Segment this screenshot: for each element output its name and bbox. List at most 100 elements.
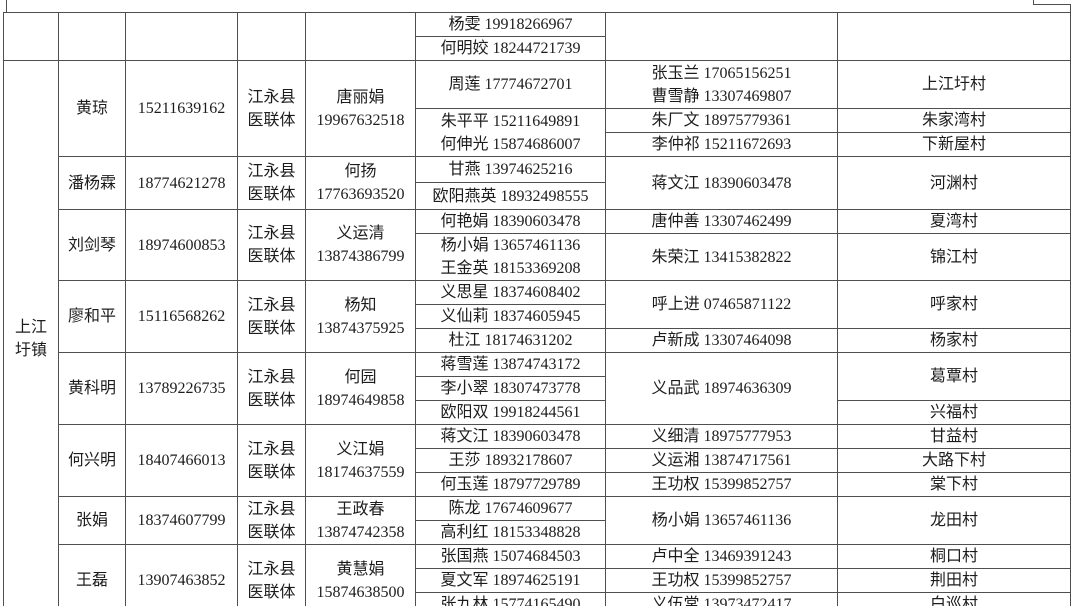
contact2-cell: 义品武 18974636309 [605, 352, 838, 425]
assistant-phone: 19967632518 [316, 111, 405, 129]
empty-phone-cell [125, 12, 238, 61]
village-cell: 上江圩村 [837, 60, 1071, 109]
table-row: 张九林 15774165490 义伍常 13973472417 白巡村 [4, 592, 1071, 606]
contact1-cell: 蒋雪莲 13874743172 [415, 352, 606, 377]
contact-table: 杨雯 19918266967 何明姣 18244721739 上江 圩镇 黄琼 … [3, 12, 1071, 606]
contact2-cell: 呼上进 07465871122 [605, 280, 838, 329]
contact-line: 何伸光 15874686007 [440, 135, 581, 153]
town-name-line: 上江 [14, 318, 47, 336]
org-line: 江永县 [247, 296, 296, 314]
org-cell: 江永县 医联体 [237, 352, 306, 425]
contact2-cell: 义伍常 13973472417 [605, 592, 838, 606]
assistant-cell: 黄慧娟 15874638500 [305, 544, 416, 606]
contact1-cell: 何明姣 18244721739 [415, 36, 606, 61]
org-cell: 江永县 医联体 [237, 544, 306, 606]
contact1-cell: 义仙莉 18374605945 [415, 304, 606, 329]
contact2-cell: 蒋文江 18390603478 [605, 156, 838, 210]
doctor-name-cell: 廖和平 [58, 280, 126, 353]
town-name-line: 圩镇 [14, 341, 47, 359]
contact-line: 曹雪静 13307469807 [651, 87, 792, 105]
prev-row-border-remnant-left [6, 0, 7, 12]
doctor-phone-cell: 18374607799 [125, 496, 238, 545]
contact2-cell: 张玉兰 17065156251 曹雪静 13307469807 [605, 60, 838, 109]
org-line: 江永县 [247, 560, 296, 578]
contact1-cell: 杨雯 19918266967 [415, 12, 606, 37]
assistant-name: 唐丽娟 [336, 88, 385, 106]
org-line: 江永县 [247, 88, 296, 106]
assistant-phone: 13874375925 [316, 319, 405, 337]
org-line: 医联体 [247, 248, 296, 265]
contact2-cell: 卢新成 13307464098 [605, 328, 838, 353]
assistant-name: 何园 [344, 368, 377, 386]
table-row: 廖和平 15116568262 江永县 医联体 杨知 13874375925 义… [4, 280, 1071, 353]
contact1-cell: 蒋文江 18390603478 [415, 424, 606, 449]
assistant-phone: 13874742358 [316, 523, 405, 541]
org-line: 江永县 [247, 500, 296, 518]
contact1-cell: 杜江 18174631202 [415, 328, 606, 353]
contact1-cell: 高利红 18153348828 [415, 520, 606, 545]
contact2-cell: 唐仲善 13307462499 [605, 209, 838, 234]
assistant-cell: 唐丽娟 19967632518 [305, 60, 416, 157]
contact1-cell: 欧阳双 19918244561 [415, 400, 606, 425]
village-cell: 龙田村 [837, 496, 1071, 545]
empty-village-cell [837, 12, 1071, 61]
table-row: 潘杨霖 18774621278 江永县 医联体 何扬 17763693520 甘… [4, 156, 1071, 210]
contact2-cell: 朱荣江 13415382822 [605, 233, 838, 281]
village-cell: 甘益村 [837, 424, 1071, 449]
assistant-cell: 何扬 17763693520 [305, 156, 416, 210]
contact2-cell: 李仲祁 15211672693 [605, 132, 838, 157]
village-cell: 兴福村 [837, 400, 1071, 425]
table-row: 黄科明 13789226735 江永县 医联体 何园 18974649858 蒋… [4, 352, 1071, 425]
org-cell: 江永县 医联体 [237, 156, 306, 210]
contact1-cell: 欧阳燕英 18932498555 [415, 182, 606, 210]
contact1-cell: 张九林 15774165490 [415, 592, 606, 606]
prev-row-border-remnant-right [1033, 0, 1034, 5]
assistant-phone: 18974649858 [316, 391, 405, 409]
contact1-cell: 张国燕 15074684503 [415, 544, 606, 569]
table-row: 朱平平 15211649891 何伸光 15874686007 朱厂文 1897… [4, 108, 1071, 157]
table-row: 何玉莲 18797729789 王功权 15399852757 棠下村 [4, 472, 1071, 497]
assistant-cell: 王政春 13874742358 [305, 496, 416, 545]
doctor-name-cell: 张娟 [58, 496, 126, 545]
contact-line: 朱平平 15211649891 [440, 112, 581, 130]
empty-contact2-cell [605, 12, 838, 61]
doctor-phone-cell: 18974600853 [125, 209, 238, 281]
table-row: 李仲祁 15211672693 下新屋村 [4, 132, 1071, 157]
org-cell: 江永县 医联体 [237, 280, 306, 353]
village-cell: 棠下村 [837, 472, 1071, 497]
org-cell: 江永县 医联体 [237, 424, 306, 497]
village-cell: 桐口村 [837, 544, 1071, 569]
empty-town-cell [3, 12, 59, 61]
village-cell: 锦江村 [837, 233, 1071, 281]
contact1-cell: 何艳娟 18390603478 [415, 209, 606, 234]
org-line: 医联体 [247, 583, 296, 601]
village-cell: 呼家村 [837, 280, 1071, 329]
village-cell: 荆田村 [837, 568, 1071, 593]
doctor-phone-cell: 18407466013 [125, 424, 238, 497]
village-cell: 河渊村 [837, 156, 1071, 210]
org-line: 医联体 [247, 463, 296, 481]
empty-assistant-cell [305, 12, 416, 61]
org-line: 医联体 [247, 111, 296, 129]
table-row: 杨雯 19918266967 [3, 12, 1071, 61]
org-cell: 江永县 医联体 [237, 496, 306, 545]
assistant-phone: 13874386799 [316, 248, 405, 265]
assistant-cell: 杨知 13874375925 [305, 280, 416, 353]
table-row: 何明姣 18244721739 [4, 36, 1071, 61]
table-row: 王磊 13907463852 江永县 医联体 黄慧娟 15874638500 张… [4, 544, 1071, 606]
contact2-cell: 王功权 15399852757 [605, 568, 838, 593]
contact2-cell: 卢中全 13469391243 [605, 544, 838, 569]
org-line: 江永县 [247, 440, 296, 458]
doctor-name-cell: 王磊 [58, 544, 126, 606]
contact1-cell: 陈龙 17674609677 [415, 496, 606, 521]
village-cell: 夏湾村 [837, 209, 1071, 234]
contact2-cell: 义运湘 13874717561 [605, 448, 838, 473]
doctor-phone-cell: 13789226735 [125, 352, 238, 425]
contact1-cell: 朱平平 15211649891 何伸光 15874686007 [415, 108, 606, 157]
assistant-name: 何扬 [344, 163, 377, 180]
table-row: 上江 圩镇 黄琼 15211639162 江永县 医联体 唐丽娟 1996763… [3, 60, 1071, 606]
org-line: 医联体 [247, 319, 296, 337]
contact1-cell: 杨小娟 13657461136 王金英 18153369208 [415, 233, 606, 281]
prev-row-border-remnant-right [1033, 4, 1071, 5]
